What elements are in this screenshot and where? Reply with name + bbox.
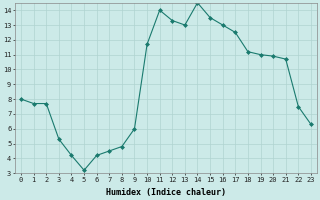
X-axis label: Humidex (Indice chaleur): Humidex (Indice chaleur) bbox=[106, 188, 226, 197]
